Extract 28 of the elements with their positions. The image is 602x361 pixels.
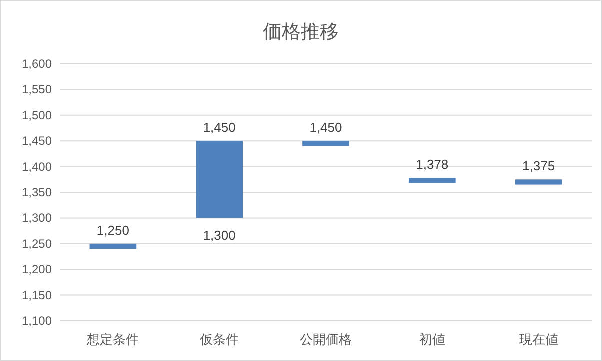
y-tick-label: 1,450	[22, 134, 52, 148]
bar	[515, 180, 562, 185]
bar	[408, 178, 456, 184]
data-label: 1,378	[416, 157, 449, 172]
y-tick-label: 1,500	[22, 108, 52, 122]
y-tick-label: 1,400	[22, 160, 52, 174]
bar	[302, 141, 350, 146]
x-tick-label: 仮条件	[199, 332, 240, 347]
y-tick-label: 1,100	[22, 314, 52, 328]
y-tick-label: 1,600	[22, 57, 52, 71]
y-tick-label: 1,350	[22, 186, 52, 200]
y-tick-label: 1,150	[22, 288, 52, 302]
data-label: 1,450	[310, 120, 342, 136]
x-tick-label: 現在値	[519, 332, 558, 347]
data-label: 1,450	[203, 120, 236, 136]
annotation: 1,300	[203, 228, 236, 244]
x-tick-label: 初値	[419, 332, 446, 347]
y-tick-label: 1,550	[22, 82, 52, 97]
x-tick-label: 想定条件	[86, 332, 140, 347]
y-tick-label: 1,250	[22, 236, 52, 251]
chart-title: 価格推移	[263, 22, 339, 43]
y-tick-label: 1,300	[22, 211, 52, 226]
y-tick-label: 1,200	[22, 262, 52, 277]
data-label: 1,250	[96, 222, 130, 238]
bar	[90, 244, 137, 250]
data-label: 1,375	[522, 158, 556, 174]
x-tick-label: 公開価格	[300, 332, 352, 347]
bar	[196, 141, 244, 218]
